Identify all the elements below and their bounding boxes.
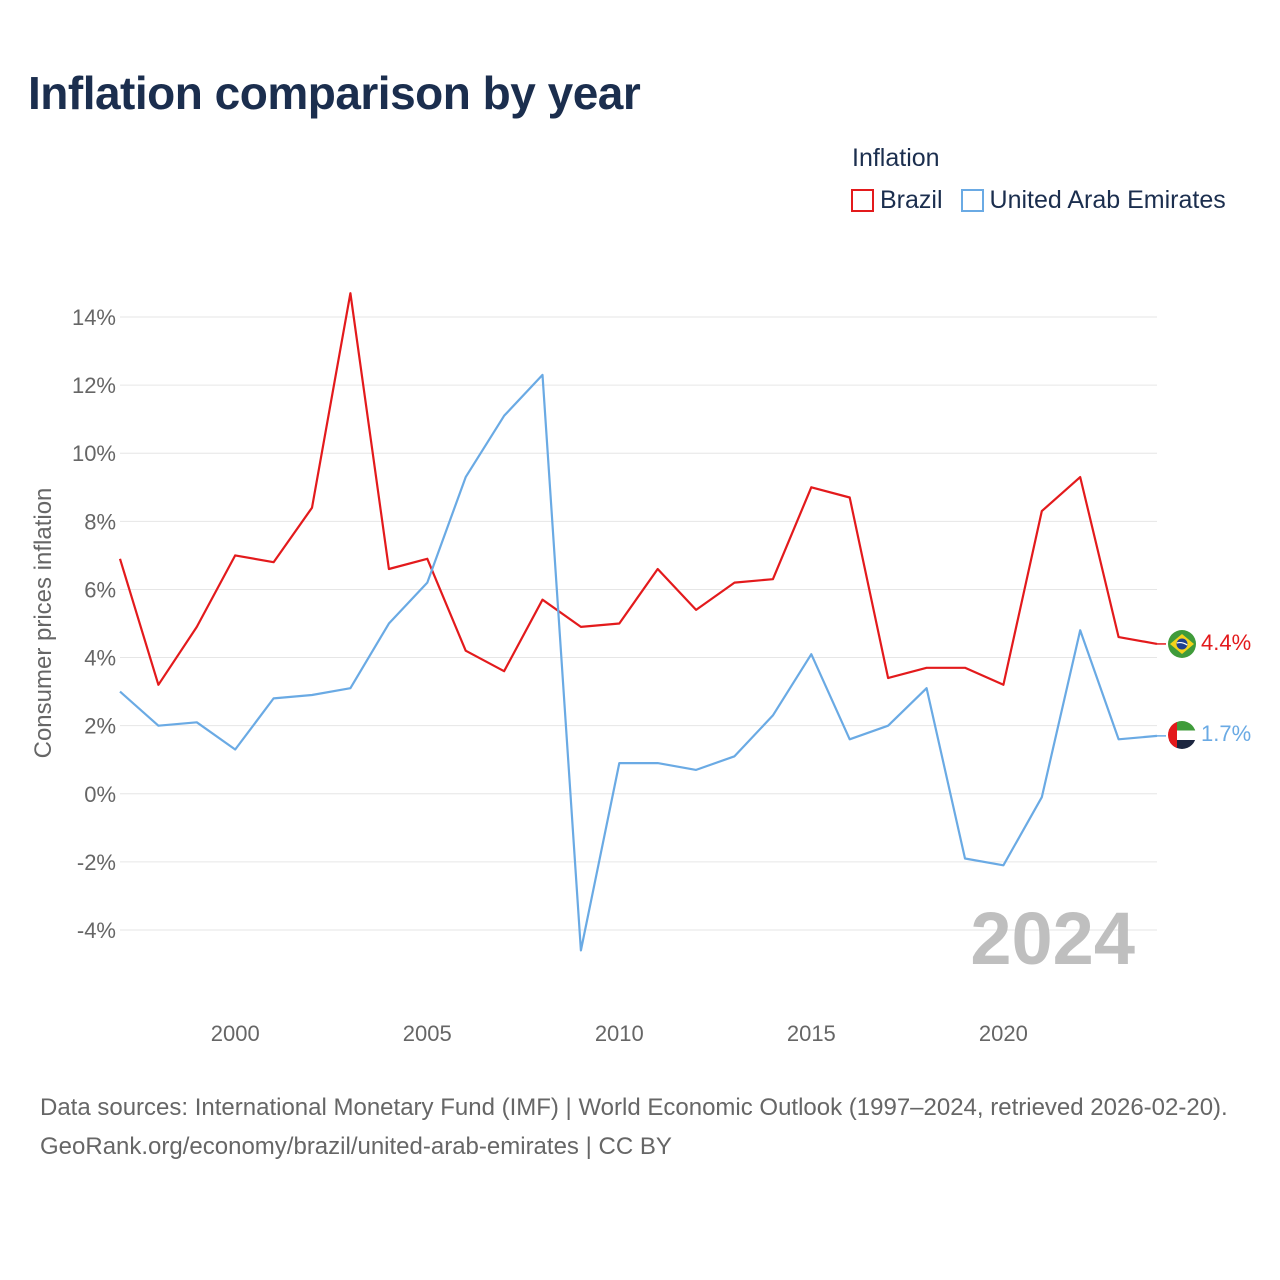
brazil-flag-icon [1168, 630, 1196, 658]
y-tick-label: 4% [84, 646, 116, 671]
x-tick-label: 2000 [211, 1021, 260, 1046]
y-axis-ticks: -4% -2% 0% 2% 4% 6% 8% 10% 12% 14% [72, 305, 116, 943]
source-line-link[interactable]: GeoRank.org/economy/brazil/united-arab-e… [40, 1133, 672, 1160]
legend-swatch-uae [960, 189, 984, 212]
y-tick-label: 0% [84, 782, 116, 807]
legend: Brazil United Arab Emirates [851, 186, 1244, 215]
series-line-uae [119, 373, 1158, 952]
line-chart: -4%-2%0%2%4%6%8%10%12%14% 2000 2005 2010 20… [30, 292, 1251, 1046]
y-tick-label: 12% [72, 373, 116, 398]
legend-swatch-brazil [851, 189, 874, 212]
page-title: Inflation comparison by year [28, 67, 641, 119]
series-line-brazil [118, 292, 1158, 686]
y-tick-label: 2% [84, 714, 116, 739]
end-label-uae: 1.7% [1201, 721, 1251, 746]
uae-flag-icon [1168, 721, 1196, 749]
series-lines [118, 292, 1166, 952]
y-tick-label: 10% [72, 441, 116, 466]
source-note: Data sources: International Monetary Fun… [40, 1088, 1250, 1166]
legend-label-uae: United Arab Emirates [989, 186, 1226, 214]
legend-item-brazil[interactable]: Brazil [851, 186, 943, 215]
x-axis-ticks: 2000 2005 2010 2015 2020 [211, 1021, 1028, 1046]
y-tick-label: -2% [77, 850, 116, 875]
source-line-data: Data sources: International Monetary Fun… [40, 1094, 1228, 1121]
y-tick-label: 14% [72, 305, 116, 330]
legend-title: Inflation [852, 144, 940, 172]
legend-item-uae[interactable]: United Arab Emirates [960, 186, 1226, 215]
x-tick-label: 2015 [787, 1021, 836, 1046]
grid-lines [120, 316, 1157, 931]
y-axis-label: Consumer prices inflation [30, 488, 57, 759]
x-tick-label: 2005 [403, 1021, 452, 1046]
end-label-brazil: 4.4% [1201, 630, 1251, 655]
y-tick-label: 8% [84, 509, 116, 534]
y-tick-label: -4% [77, 918, 116, 943]
y-tick-label: 6% [84, 577, 116, 602]
year-watermark: 2024 [970, 897, 1135, 980]
x-tick-label: 2020 [979, 1021, 1028, 1046]
x-tick-label: 2010 [595, 1021, 644, 1046]
legend-label-brazil: Brazil [880, 186, 943, 214]
